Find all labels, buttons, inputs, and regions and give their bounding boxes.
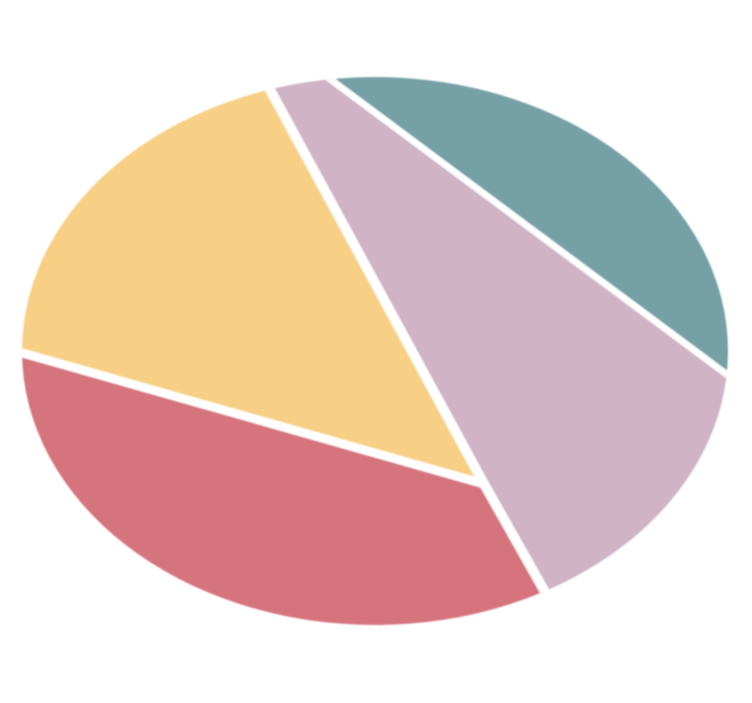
pie-slice-yellow — [22, 77, 484, 484]
separator-teal-mauve — [245, 77, 728, 432]
separator-yellow-mauve — [173, 77, 489, 487]
pie-slice-teal — [248, 77, 728, 429]
separator-yellow-red — [22, 319, 486, 489]
separator-red-mauve — [479, 481, 598, 625]
